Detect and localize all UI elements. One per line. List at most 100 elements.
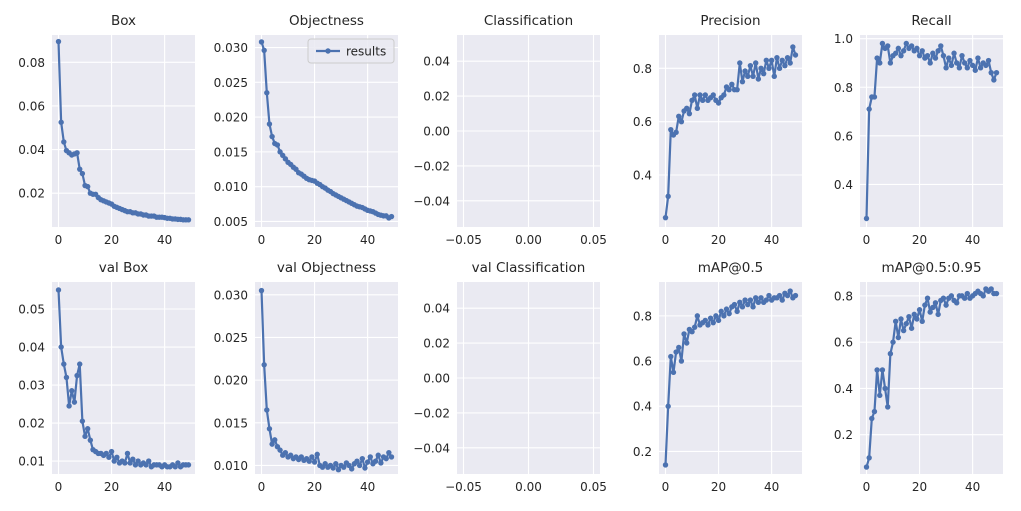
data-point bbox=[898, 52, 904, 59]
data-point bbox=[755, 76, 762, 82]
data-point bbox=[699, 97, 706, 104]
data-point bbox=[723, 306, 730, 312]
data-point bbox=[988, 69, 994, 76]
data-point bbox=[946, 55, 952, 61]
y-tick-label: 1.0 bbox=[834, 32, 853, 46]
data-point bbox=[306, 458, 312, 464]
data-point bbox=[662, 214, 669, 221]
data-point bbox=[792, 52, 799, 58]
y-tick-label: 0.4 bbox=[834, 382, 853, 396]
data-point bbox=[961, 295, 968, 301]
data-point bbox=[895, 334, 902, 341]
data-point bbox=[874, 55, 880, 61]
data-point bbox=[885, 404, 891, 410]
data-point bbox=[745, 73, 751, 80]
data-point bbox=[938, 43, 944, 49]
data-point bbox=[63, 374, 70, 381]
data-point bbox=[991, 77, 997, 83]
data-point bbox=[383, 455, 389, 462]
data-point bbox=[916, 307, 923, 313]
data-point bbox=[951, 50, 957, 56]
data-point bbox=[776, 65, 783, 72]
x-tick-label: 0.05 bbox=[580, 480, 607, 494]
data-point bbox=[309, 454, 315, 460]
y-tick-label: 0.01 bbox=[18, 455, 45, 469]
y-tick-label: 0.015 bbox=[214, 416, 248, 430]
data-point bbox=[668, 126, 674, 133]
data-point bbox=[932, 55, 939, 61]
y-tick-label: −0.02 bbox=[413, 159, 450, 173]
data-point bbox=[792, 292, 799, 299]
data-point bbox=[747, 297, 754, 303]
data-point bbox=[922, 302, 928, 308]
subplot-5: 0 20 40 0.01 0.02 0.03 0.04 0.05 val Box bbox=[18, 260, 195, 494]
data-point bbox=[356, 462, 363, 469]
data-point bbox=[103, 450, 109, 457]
data-point bbox=[364, 459, 371, 465]
data-point bbox=[866, 455, 872, 461]
data-point bbox=[877, 60, 883, 66]
data-point bbox=[755, 299, 762, 306]
data-point bbox=[721, 92, 727, 98]
data-point bbox=[702, 317, 708, 324]
data-point bbox=[697, 92, 703, 98]
legend-marker bbox=[325, 48, 331, 54]
data-point bbox=[261, 47, 267, 54]
x-tick-label: 0 bbox=[258, 480, 266, 494]
data-point bbox=[961, 60, 968, 66]
data-point bbox=[874, 367, 880, 373]
data-point bbox=[742, 68, 748, 74]
data-point bbox=[924, 295, 931, 301]
x-tick-label: 40 bbox=[764, 233, 779, 247]
y-tick-label: 0.6 bbox=[834, 336, 853, 350]
y-tick-label: −0.02 bbox=[413, 406, 450, 420]
data-point bbox=[264, 90, 270, 96]
data-point bbox=[771, 73, 777, 80]
y-tick-label: 0.010 bbox=[214, 459, 248, 473]
data-point bbox=[745, 301, 751, 308]
data-point bbox=[932, 300, 939, 306]
data-point bbox=[269, 133, 275, 140]
data-point bbox=[975, 55, 981, 61]
data-point bbox=[691, 324, 698, 330]
data-point bbox=[386, 449, 392, 456]
x-tick-label: 20 bbox=[104, 233, 119, 247]
data-point bbox=[678, 358, 685, 364]
subplot-9: 0 20 40 0.2 0.4 0.6 0.8 mAP@0.5:0.95 bbox=[834, 260, 1003, 494]
data-point bbox=[956, 65, 963, 71]
y-tick-label: −0.04 bbox=[413, 441, 450, 455]
data-point bbox=[79, 170, 86, 177]
data-point bbox=[758, 295, 764, 301]
data-point bbox=[914, 45, 920, 52]
x-tick-label: 40 bbox=[157, 480, 172, 494]
x-tick-label: 0.05 bbox=[580, 233, 607, 247]
data-point bbox=[959, 52, 965, 59]
data-point bbox=[779, 57, 785, 64]
y-tick-label: 0.00 bbox=[423, 125, 450, 139]
data-point bbox=[274, 142, 281, 148]
data-point bbox=[676, 113, 682, 120]
data-point bbox=[954, 60, 960, 66]
data-point bbox=[737, 299, 743, 306]
data-point bbox=[127, 460, 133, 466]
data-point bbox=[130, 456, 136, 462]
data-point bbox=[911, 311, 917, 318]
data-point bbox=[871, 94, 878, 100]
data-point bbox=[388, 454, 395, 460]
data-point bbox=[753, 60, 759, 66]
data-point bbox=[684, 340, 690, 346]
subplot-title: Classification bbox=[484, 13, 573, 29]
x-tick-label: 40 bbox=[360, 480, 375, 494]
data-point bbox=[74, 150, 80, 156]
plot-area bbox=[52, 282, 195, 474]
data-point bbox=[670, 369, 677, 376]
subplot-title: val Classification bbox=[472, 260, 586, 276]
data-point bbox=[943, 302, 949, 308]
data-point bbox=[871, 408, 878, 415]
data-point bbox=[135, 458, 141, 464]
data-point bbox=[146, 458, 152, 464]
x-tick-label: 20 bbox=[711, 233, 726, 247]
data-point bbox=[731, 301, 738, 308]
data-point bbox=[185, 462, 192, 468]
plot-area bbox=[52, 35, 195, 227]
